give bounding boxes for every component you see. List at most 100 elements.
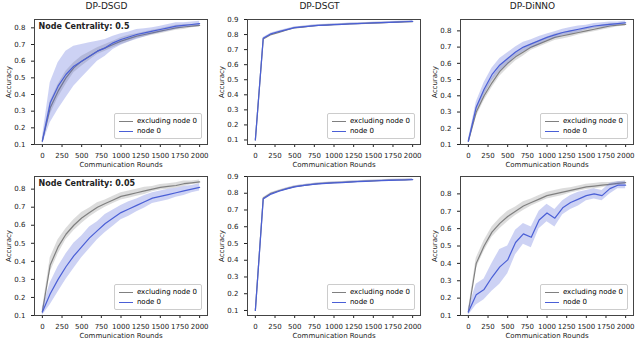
svg-text:0: 0 bbox=[40, 152, 44, 160]
svg-text:0.5: 0.5 bbox=[227, 76, 238, 84]
svg-text:0.8: 0.8 bbox=[440, 27, 451, 35]
svg-text:0.4: 0.4 bbox=[14, 91, 26, 99]
svg-text:0.9: 0.9 bbox=[227, 173, 238, 181]
svg-text:0: 0 bbox=[466, 152, 470, 160]
svg-text:0.8: 0.8 bbox=[14, 24, 25, 32]
svg-text:0.8: 0.8 bbox=[227, 31, 238, 39]
svg-text:2000: 2000 bbox=[191, 152, 209, 160]
svg-text:750: 750 bbox=[521, 323, 534, 331]
svg-text:0.6: 0.6 bbox=[440, 225, 452, 233]
svg-text:0.2: 0.2 bbox=[440, 294, 451, 302]
svg-text:2000: 2000 bbox=[404, 152, 422, 160]
svg-text:0.8: 0.8 bbox=[440, 190, 451, 198]
svg-text:250: 250 bbox=[481, 152, 494, 160]
svg-text:1250: 1250 bbox=[345, 323, 363, 331]
svg-text:0.1: 0.1 bbox=[14, 141, 25, 149]
svg-text:0.2: 0.2 bbox=[227, 290, 238, 298]
svg-text:Communication Rounds: Communication Rounds bbox=[292, 161, 376, 169]
svg-text:0: 0 bbox=[253, 323, 257, 331]
svg-text:0.7: 0.7 bbox=[227, 206, 238, 214]
svg-text:2000: 2000 bbox=[191, 323, 209, 331]
svg-text:1250: 1250 bbox=[345, 152, 363, 160]
svg-text:0.3: 0.3 bbox=[14, 107, 25, 115]
svg-text:1750: 1750 bbox=[384, 152, 402, 160]
svg-text:0.1: 0.1 bbox=[440, 312, 451, 320]
svg-text:0.1: 0.1 bbox=[227, 136, 238, 144]
svg-text:0.4: 0.4 bbox=[227, 256, 239, 264]
svg-text:0.7: 0.7 bbox=[440, 43, 451, 51]
svg-text:1500: 1500 bbox=[577, 152, 595, 160]
svg-text:500: 500 bbox=[288, 152, 301, 160]
svg-text:750: 750 bbox=[308, 323, 321, 331]
svg-text:Node Centrality: 0.5: Node Centrality: 0.5 bbox=[39, 22, 130, 31]
svg-text:750: 750 bbox=[95, 323, 108, 331]
svg-text:0.1: 0.1 bbox=[14, 312, 25, 320]
svg-text:1750: 1750 bbox=[171, 152, 189, 160]
svg-text:500: 500 bbox=[501, 323, 514, 331]
svg-text:Accuracy: Accuracy bbox=[218, 230, 226, 262]
svg-text:500: 500 bbox=[75, 152, 88, 160]
svg-text:1500: 1500 bbox=[577, 323, 595, 331]
svg-text:0.2: 0.2 bbox=[227, 121, 238, 129]
svg-text:0.3: 0.3 bbox=[440, 277, 451, 285]
svg-text:2000: 2000 bbox=[617, 323, 635, 331]
svg-text:0.4: 0.4 bbox=[440, 260, 452, 268]
svg-text:0: 0 bbox=[466, 323, 470, 331]
svg-text:0.4: 0.4 bbox=[440, 92, 452, 100]
svg-text:1000: 1000 bbox=[112, 323, 130, 331]
svg-text:0: 0 bbox=[40, 323, 44, 331]
svg-text:0.5: 0.5 bbox=[227, 240, 238, 248]
svg-text:1000: 1000 bbox=[538, 152, 556, 160]
svg-text:0: 0 bbox=[253, 152, 257, 160]
svg-text:1750: 1750 bbox=[171, 323, 189, 331]
svg-text:1250: 1250 bbox=[558, 152, 576, 160]
svg-text:1500: 1500 bbox=[364, 152, 382, 160]
svg-text:1500: 1500 bbox=[151, 323, 169, 331]
svg-text:0.2: 0.2 bbox=[14, 294, 25, 302]
svg-text:0.5: 0.5 bbox=[440, 76, 451, 84]
svg-text:Communication Rounds: Communication Rounds bbox=[505, 332, 589, 340]
svg-text:Accuracy: Accuracy bbox=[218, 66, 226, 98]
svg-text:250: 250 bbox=[268, 323, 281, 331]
svg-text:0.7: 0.7 bbox=[14, 41, 25, 49]
svg-text:500: 500 bbox=[501, 152, 514, 160]
svg-text:0.6: 0.6 bbox=[227, 223, 239, 231]
svg-text:1500: 1500 bbox=[151, 152, 169, 160]
svg-text:1000: 1000 bbox=[538, 323, 556, 331]
svg-text:0.7: 0.7 bbox=[440, 207, 451, 215]
svg-text:500: 500 bbox=[288, 323, 301, 331]
svg-text:750: 750 bbox=[95, 152, 108, 160]
svg-text:0.5: 0.5 bbox=[440, 242, 451, 250]
svg-text:2000: 2000 bbox=[404, 323, 422, 331]
svg-text:0.7: 0.7 bbox=[14, 203, 25, 211]
svg-text:Communication Rounds: Communication Rounds bbox=[292, 332, 376, 340]
svg-text:Accuracy: Accuracy bbox=[5, 66, 13, 98]
svg-text:0.1: 0.1 bbox=[227, 307, 238, 315]
svg-text:0.7: 0.7 bbox=[227, 46, 238, 54]
svg-text:750: 750 bbox=[521, 152, 534, 160]
svg-text:Communication Rounds: Communication Rounds bbox=[505, 161, 589, 169]
svg-text:0.6: 0.6 bbox=[227, 61, 239, 69]
svg-text:Accuracy: Accuracy bbox=[431, 66, 439, 98]
svg-text:0.4: 0.4 bbox=[227, 91, 239, 99]
svg-text:0.8: 0.8 bbox=[227, 189, 238, 197]
svg-text:250: 250 bbox=[55, 323, 68, 331]
svg-text:1500: 1500 bbox=[364, 323, 382, 331]
svg-text:Communication Rounds: Communication Rounds bbox=[79, 161, 163, 169]
svg-text:1750: 1750 bbox=[597, 152, 615, 160]
svg-text:Node Centrality: 0.05: Node Centrality: 0.05 bbox=[39, 179, 136, 188]
svg-text:Accuracy: Accuracy bbox=[431, 230, 439, 262]
svg-text:0.1: 0.1 bbox=[440, 141, 451, 149]
svg-text:0.3: 0.3 bbox=[440, 108, 451, 116]
svg-text:250: 250 bbox=[268, 152, 281, 160]
svg-text:1250: 1250 bbox=[558, 323, 576, 331]
svg-text:0.6: 0.6 bbox=[440, 60, 452, 68]
svg-text:0.6: 0.6 bbox=[14, 221, 26, 229]
svg-text:1250: 1250 bbox=[132, 152, 150, 160]
svg-text:0.3: 0.3 bbox=[227, 273, 238, 281]
svg-text:0.2: 0.2 bbox=[14, 124, 25, 132]
svg-text:Accuracy: Accuracy bbox=[5, 230, 13, 262]
svg-text:0.4: 0.4 bbox=[14, 258, 26, 266]
svg-text:0.6: 0.6 bbox=[14, 57, 26, 65]
svg-text:0.3: 0.3 bbox=[14, 276, 25, 284]
